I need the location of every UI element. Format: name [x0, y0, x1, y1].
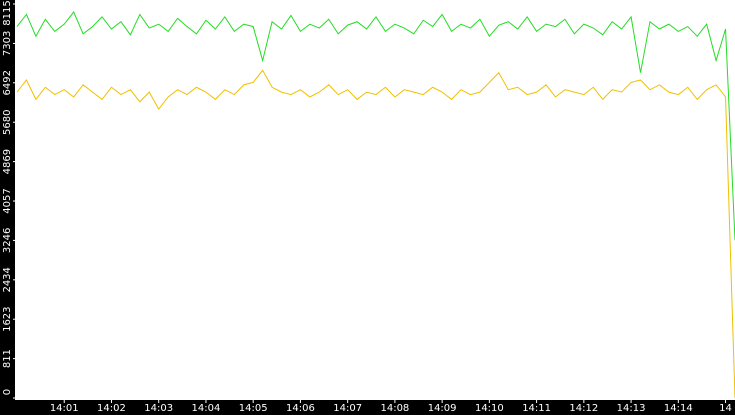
- y-tick-label: 4869: [2, 149, 13, 174]
- x-tick-label: 14:10: [475, 403, 504, 414]
- y-tick-label: 7303: [2, 31, 13, 56]
- x-tick-label: 14:04: [192, 403, 221, 414]
- x-tick-label: 14:11: [522, 403, 551, 414]
- y-tick-label: 5680: [2, 109, 13, 134]
- y-tick-label: 6492: [2, 70, 13, 95]
- x-tick-label: 14:12: [569, 403, 598, 414]
- y-tick-label: 2434: [2, 267, 13, 292]
- x-tick-label: 14:14: [664, 403, 693, 414]
- series-line: [16, 69, 735, 399]
- y-tick-label: 0: [2, 389, 13, 395]
- x-tick-label: 14:13: [617, 403, 646, 414]
- x-tick-label: 14:01: [50, 403, 79, 414]
- y-axis-strip: [0, 0, 15, 415]
- x-tick-label: 14:08: [380, 403, 409, 414]
- x-tick-label: 14:02: [97, 403, 126, 414]
- x-axis-strip: [0, 400, 735, 415]
- x-tick-label: 14:06: [286, 403, 315, 414]
- x-tick-label: 14: [719, 403, 732, 414]
- y-tick-label: 811: [2, 349, 13, 368]
- series-line: [16, 11, 735, 241]
- y-tick-label: 4057: [2, 188, 13, 213]
- y-tick-label: 3246: [2, 228, 13, 253]
- x-tick-label: 14:03: [144, 403, 173, 414]
- x-tick-label: 14:09: [428, 403, 457, 414]
- x-tick-label: 14:05: [239, 403, 268, 414]
- y-tick-label: 1623: [2, 306, 13, 331]
- x-tick-label: 14:07: [333, 403, 362, 414]
- y-tick-label: 8115: [2, 0, 13, 25]
